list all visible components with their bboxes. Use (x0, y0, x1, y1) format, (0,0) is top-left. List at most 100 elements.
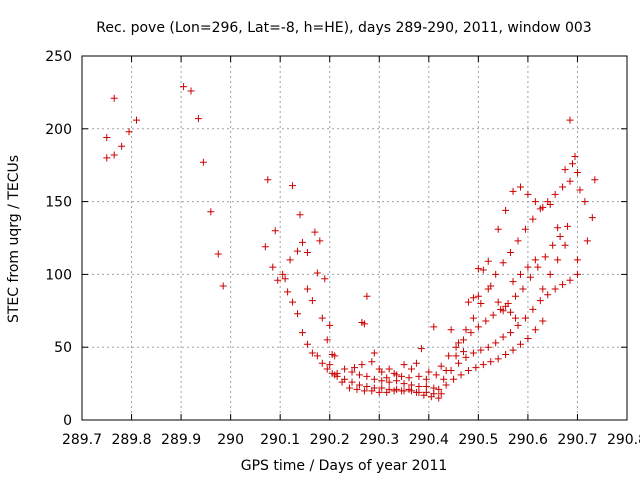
data-point (531, 256, 539, 264)
data-point (576, 186, 584, 194)
series-sat-o (445, 222, 572, 360)
data-point (318, 359, 326, 367)
data-point (588, 214, 596, 222)
data-point (338, 378, 346, 386)
data-point (494, 298, 502, 306)
series-sat-r (499, 116, 581, 315)
data-point (390, 369, 398, 377)
data-point (489, 311, 497, 319)
data-point (326, 361, 334, 369)
data-point (460, 336, 467, 344)
data-point (271, 227, 279, 235)
data-point (566, 276, 574, 284)
data-point (400, 380, 408, 388)
data-point (363, 292, 371, 300)
data-point (326, 321, 334, 329)
data-point (110, 94, 118, 102)
x-tick-label: 289.9 (161, 432, 201, 448)
data-point (591, 176, 599, 184)
data-point (564, 222, 572, 230)
data-point (573, 270, 581, 278)
series-sat-d (264, 176, 341, 380)
series-sat-q (474, 160, 599, 273)
data-point (479, 266, 487, 274)
plot-frame (81, 55, 628, 421)
data-point (539, 285, 547, 293)
data-point (536, 297, 544, 305)
x-tick-label: 289.7 (62, 432, 102, 448)
data-point (549, 241, 557, 249)
data-point (524, 334, 532, 342)
data-point (118, 142, 126, 150)
data-point (509, 278, 517, 286)
data-point (400, 361, 408, 369)
data-point (529, 215, 537, 223)
data-point (492, 339, 500, 347)
data-point (512, 292, 520, 300)
data-point (566, 116, 574, 124)
data-point (346, 384, 354, 392)
data-point (348, 368, 356, 376)
data-point (561, 241, 569, 249)
data-point (437, 390, 445, 398)
data-point (422, 375, 430, 383)
data-point (494, 355, 502, 363)
data-point (469, 349, 477, 357)
data-point (420, 391, 428, 399)
data-point (363, 383, 371, 391)
data-point (499, 259, 507, 267)
data-point (378, 377, 386, 385)
data-point (516, 183, 524, 191)
data-point (559, 281, 567, 289)
data-point (524, 263, 532, 271)
data-point (363, 372, 371, 380)
data-point (415, 383, 423, 391)
data-point (519, 285, 527, 293)
data-point (298, 238, 306, 246)
data-point (321, 275, 329, 283)
data-point (378, 384, 386, 392)
data-point (464, 366, 472, 374)
series-sat-p (455, 168, 596, 347)
x-tick-label: 290 (217, 432, 244, 448)
data-point (464, 298, 472, 306)
data-point (360, 387, 368, 395)
data-point (368, 358, 376, 366)
data-point (435, 385, 443, 393)
x-tick-label: 290.8 (607, 432, 640, 448)
data-points (103, 83, 599, 402)
data-point (554, 224, 562, 232)
data-point (469, 294, 477, 302)
data-point (264, 176, 272, 184)
data-point (370, 349, 378, 357)
data-point (524, 190, 532, 198)
series-sat-c (180, 83, 227, 290)
data-point (430, 384, 438, 392)
data-point (450, 375, 458, 383)
data-point (477, 346, 485, 354)
data-point (383, 388, 391, 396)
y-tick-labels: 0 50 100 150 200 250 (45, 49, 72, 429)
series-sat-k (358, 318, 420, 382)
data-point (502, 350, 510, 358)
data-point (445, 352, 453, 360)
data-point (507, 308, 515, 316)
data-point (581, 198, 589, 206)
x-tick-label: 290.5 (458, 432, 498, 448)
data-point (546, 201, 554, 209)
x-tick-label: 290.1 (260, 432, 300, 448)
data-point (482, 317, 490, 325)
data-point (331, 371, 339, 379)
data-point (294, 310, 302, 318)
data-point (207, 208, 215, 216)
data-point (348, 378, 356, 386)
data-point (551, 285, 559, 293)
data-point (385, 378, 393, 386)
data-point (318, 314, 326, 322)
data-point (383, 374, 391, 382)
data-point (516, 270, 524, 278)
data-point (311, 228, 319, 236)
data-point (375, 388, 383, 396)
data-point (358, 361, 366, 369)
data-point (457, 371, 465, 379)
